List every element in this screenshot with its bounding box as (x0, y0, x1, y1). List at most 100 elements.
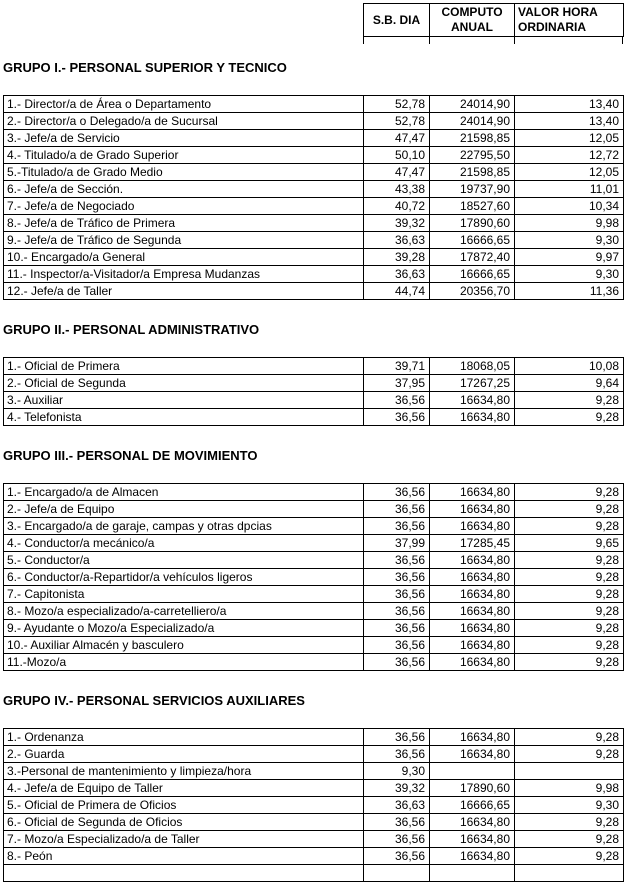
cell-valor-hora: 11,01 (514, 180, 624, 198)
cell-valor-hora: 9,28 (514, 728, 624, 746)
cell-computo-anual: 16634,80 (429, 745, 515, 763)
cell-valor-hora: 9,98 (514, 779, 624, 797)
group-title: GRUPO II.- PERSONAL ADMINISTRATIVO (3, 322, 260, 337)
cell-valor-hora: 9,28 (514, 653, 624, 671)
table-row: 12.- Jefe/a de Taller 44,74 20356,70 11,36 (3, 282, 624, 300)
table-row: 7.- Capitonista 36,56 16634,80 9,28 (3, 585, 624, 603)
cell-valor-hora: 9,30 (514, 231, 624, 249)
cell-sb-dia: 36,56 (363, 653, 430, 671)
cell-sb-dia: 44,74 (363, 282, 430, 300)
cell-computo-anual: 16634,80 (429, 813, 515, 831)
cell-computo-anual: 16634,80 (429, 517, 515, 535)
cell-valor-hora: 12,72 (514, 146, 624, 164)
cell-sb-dia: 36,63 (363, 265, 430, 283)
table-row: 1.- Encargado/a de Almacen 36,56 16634,80 9… (3, 483, 624, 501)
cell-sb-dia: 36,63 (363, 231, 430, 249)
cell-label: 4.- Telefonista (3, 408, 364, 426)
cell-valor-hora: 9,28 (514, 830, 624, 848)
cell-computo-anual: 16634,80 (429, 830, 515, 848)
cell-label: 5.- Oficial de Primera de Oficios (3, 796, 364, 814)
cell-valor-hora: 11,36 (514, 282, 624, 300)
cell-label: 10.- Encargado/a General (3, 248, 364, 266)
cell-computo-anual: 21598,85 (429, 129, 515, 147)
cell-sb-dia: 36,56 (363, 568, 430, 586)
col-header-sb-dia-label: S.B. DIA (372, 12, 421, 27)
cell-label: 1.- Ordenanza (3, 728, 364, 746)
cell-sb-dia: 36,56 (363, 517, 430, 535)
cell-label: 3.- Encargado/a de garaje, campas y otra… (3, 517, 364, 535)
cell-computo-anual: 16634,80 (429, 500, 515, 518)
cell-computo-anual: 17285,45 (429, 534, 515, 552)
cell-computo-anual: 21598,85 (429, 163, 515, 181)
cell-label: 5.- Conductor/a (3, 551, 364, 569)
group-section: GRUPO I.- PERSONAL SUPERIOR Y TECNICO 1.… (3, 60, 624, 300)
table-row: 4.- Conductor/a mecánico/a 37,99 17285,45 9… (3, 534, 624, 552)
table-row: 6.- Jefe/a de Sección. 43,38 19737,90 11,01 (3, 180, 624, 198)
table-row: 2.- Jefe/a de Equipo 36,56 16634,80 9,28 (3, 500, 624, 518)
group-title: GRUPO IV.- PERSONAL SERVICIOS AUXILIARES (3, 693, 305, 708)
table-row: 4.- Telefonista 36,56 16634,80 9,28 (3, 408, 624, 426)
table-row: 2.- Guarda 36,56 16634,80 9,28 (3, 745, 624, 763)
cell-valor-hora: 9,28 (514, 745, 624, 763)
salary-table: 1.- Director/a de Área o Departamento 52,… (3, 95, 624, 300)
cell-sb-dia: 47,47 (363, 163, 430, 181)
cell-label: 4.- Jefe/a de Equipo de Taller (3, 779, 364, 797)
table-row: 8.- Jefe/a de Tráfico de Primera 39,32 178… (3, 214, 624, 232)
cell-sb-dia: 39,71 (363, 357, 430, 375)
table-row: 7.- Jefe/a de Negociado 40,72 18527,60 10,3… (3, 197, 624, 215)
table-row: 11.- Inspector/a-Visitador/a Empresa Mud… (3, 265, 624, 283)
table-row: 3.- Jefe/a de Servicio 47,47 21598,85 12,05 (3, 129, 624, 147)
cell-label: 3.-Personal de mantenimiento y limpieza/… (3, 762, 364, 780)
cell-label: 1.- Encargado/a de Almacen (3, 483, 364, 501)
group-section: GRUPO II.- PERSONAL ADMINISTRATIVO 1.- O… (3, 322, 624, 426)
cell-valor-hora: 9,28 (514, 813, 624, 831)
cell-empty (3, 864, 364, 882)
salary-table: 1.- Oficial de Primera 39,71 18068,05 10,08… (3, 357, 624, 426)
cell-valor-hora: 9,28 (514, 483, 624, 501)
cell-computo-anual: 16634,80 (429, 483, 515, 501)
cell-label: 8.- Peón (3, 847, 364, 865)
cell-label: 2.- Jefe/a de Equipo (3, 500, 364, 518)
cell-valor-hora: 9,28 (514, 568, 624, 586)
cell-label: 6.- Jefe/a de Sección. (3, 180, 364, 198)
cell-sb-dia: 36,56 (363, 636, 430, 654)
cell-valor-hora: 9,28 (514, 517, 624, 535)
column-header-table: S.B. DIA COMPUTO ANUAL VALOR HORA ORDINA… (363, 3, 624, 37)
cell-sb-dia: 39,28 (363, 248, 430, 266)
cell-computo-anual: 19737,90 (429, 180, 515, 198)
cell-sb-dia: 39,32 (363, 779, 430, 797)
cell-sb-dia: 9,30 (363, 762, 430, 780)
cell-sb-dia: 36,56 (363, 813, 430, 831)
cell-computo-anual: 16666,65 (429, 796, 515, 814)
cell-valor-hora: 9,28 (514, 585, 624, 603)
cell-computo-anual: 16634,80 (429, 728, 515, 746)
cell-computo-anual: 18527,60 (429, 197, 515, 215)
cell-computo-anual: 18068,05 (429, 357, 515, 375)
cell-valor-hora: 12,05 (514, 129, 624, 147)
table-row: 2.- Director/a o Delegado/a de Sucursal 5… (3, 112, 624, 130)
cell-computo-anual: 16634,80 (429, 408, 515, 426)
cell-label: 4.- Conductor/a mecánico/a (3, 534, 364, 552)
table-row-partial (3, 864, 624, 882)
cell-sb-dia: 43,38 (363, 180, 430, 198)
cell-label: 11.-Mozo/a (3, 653, 364, 671)
cell-label: 5.-Titulado/a de Grado Medio (3, 163, 364, 181)
cell-computo-anual: 16666,65 (429, 265, 515, 283)
table-row: 3.- Encargado/a de garaje, campas y otra… (3, 517, 624, 535)
cell-label: 7.- Mozo/a Especializado/a de Taller (3, 830, 364, 848)
cell-label: 9.- Jefe/a de Tráfico de Segunda (3, 231, 364, 249)
table-row: 10.- Auxiliar Almacén y basculero 36,56 16… (3, 636, 624, 654)
table-row: 10.- Encargado/a General 39,28 17872,40 9,9… (3, 248, 624, 266)
table-row: 4.- Jefe/a de Equipo de Taller 39,32 17890… (3, 779, 624, 797)
cell-valor-hora: 13,40 (514, 95, 624, 113)
table-row: 3.-Personal de mantenimiento y limpieza/… (3, 762, 624, 780)
cell-valor-hora: 10,08 (514, 357, 624, 375)
table-row: 3.- Auxiliar 36,56 16634,80 9,28 (3, 391, 624, 409)
groups-container: GRUPO I.- PERSONAL SUPERIOR Y TECNICO 1.… (3, 60, 624, 882)
cell-label: 9.- Ayudante o Mozo/a Especializado/a (3, 619, 364, 637)
cell-sb-dia: 36,56 (363, 391, 430, 409)
cell-label: 4.- Titulado/a de Grado Superior (3, 146, 364, 164)
cell-computo-anual: 16634,80 (429, 653, 515, 671)
cell-sb-dia: 36,56 (363, 483, 430, 501)
col-header-sb-dia: S.B. DIA (363, 3, 430, 37)
